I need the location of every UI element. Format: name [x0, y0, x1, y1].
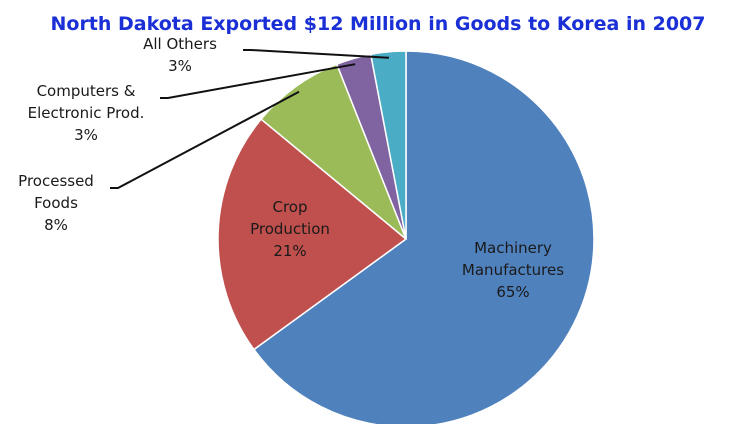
- slice-value-3: 3%: [74, 126, 98, 144]
- slice-label-line: Electronic Prod.: [28, 104, 145, 122]
- slice-label-line: Production: [250, 220, 330, 238]
- slice-label-line: Machinery: [474, 239, 552, 257]
- pie-slice-0: [252, 50, 595, 424]
- slice-label-0: Machinery Manufactures 65%: [462, 239, 564, 301]
- slice-label-line: Crop: [272, 198, 307, 216]
- slice-labels: Machinery Manufactures 65% Crop Production 21…: [18, 35, 564, 301]
- slice-label-4: All Others 3%: [143, 35, 217, 75]
- pie-slice-1: [217, 118, 408, 351]
- slice-value-4: 3%: [168, 57, 192, 75]
- slice-label-3: Computers & Electronic Prod. 3%: [28, 82, 145, 144]
- slice-label-line: Computers &: [37, 82, 136, 100]
- slice-label-line: Processed: [18, 172, 94, 190]
- slice-value-1: 21%: [273, 242, 306, 260]
- leader-line-3: [160, 63, 356, 99]
- pie-slice-2: [260, 63, 407, 240]
- slice-label-2: Processed Foods 8%: [18, 172, 94, 234]
- leader-line-2: [110, 90, 300, 189]
- leader-lines: [110, 49, 389, 189]
- slice-label-1: Crop Production 21%: [250, 198, 330, 260]
- slice-value-0: 65%: [496, 283, 529, 301]
- slice-label-line: All Others: [143, 35, 217, 53]
- pie-slice-4: [369, 50, 407, 240]
- slice-value-2: 8%: [44, 216, 68, 234]
- slice-label-line: Foods: [34, 194, 78, 212]
- leader-line-4: [243, 49, 389, 59]
- slice-label-line: Manufactures: [462, 261, 564, 279]
- pie-slices: [217, 50, 595, 424]
- chart-title: North Dakota Exported $12 Million in Goo…: [50, 13, 705, 35]
